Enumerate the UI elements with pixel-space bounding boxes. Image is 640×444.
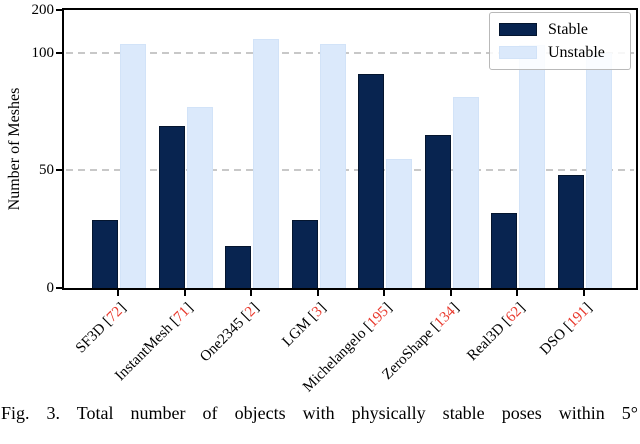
y-tick-mark-50 (56, 169, 62, 172)
figure-caption: Fig. 3. Total number of objects with phy… (1, 403, 638, 423)
legend-swatch-unstable (499, 46, 537, 59)
x-tick-mark-Michelangelo (383, 290, 386, 296)
y-tick-label-0: 0 (46, 280, 55, 296)
bar-unstable-Real3D (519, 45, 546, 288)
category-name: Real3D (464, 317, 512, 365)
x-tick-mark-InstantMesh (183, 290, 186, 296)
legend-swatch-stable (499, 23, 537, 36)
category-name: ZeroShape (379, 322, 440, 383)
legend: Stable Unstable (489, 12, 631, 70)
bar-stable-SF3D (92, 219, 118, 288)
x-tick-mark-LGM (316, 290, 319, 296)
bar-unstable-Michelangelo (386, 158, 413, 288)
category-name: InstantMesh (111, 317, 179, 385)
y-tick-mark-200 (56, 9, 62, 11)
x-tick-mark-Real3D (516, 290, 519, 296)
bar-unstable-InstantMesh (186, 106, 213, 288)
bar-unstable-One2345 (253, 39, 280, 288)
category-name: One2345 (197, 312, 251, 366)
x-tick-mark-ZeroShape (449, 290, 452, 296)
y-tick-mark-0 (56, 287, 62, 289)
bar-stable-Michelangelo (358, 73, 385, 288)
bar-unstable-DSO (586, 52, 612, 288)
category-name: Michelangelo (300, 322, 373, 396)
gridline-50 (66, 169, 634, 172)
bar-stable-DSO (558, 175, 584, 288)
y-tick-mark-100 (56, 51, 62, 54)
bar-unstable-SF3D (120, 44, 146, 288)
bar-unstable-LGM (319, 44, 346, 288)
bar-stable-One2345 (225, 245, 252, 288)
bar-stable-ZeroShape (424, 134, 451, 288)
legend-label-stable: Stable (548, 20, 588, 38)
x-tick-mark-SF3D (117, 290, 119, 296)
legend-item-stable: Stable (499, 19, 621, 40)
y-axis-label: Number of Meshes (6, 87, 23, 211)
legend-label-unstable: Unstable (548, 43, 605, 61)
x-tick-mark-DSO (583, 290, 585, 296)
y-tick-label-100: 100 (31, 44, 55, 61)
bar-stable-Real3D (491, 212, 518, 288)
bar-stable-InstantMesh (158, 125, 185, 288)
x-tick-mark-One2345 (250, 290, 253, 296)
bar-stable-LGM (291, 219, 318, 288)
gridline-100 (66, 51, 634, 54)
legend-item-unstable: Unstable (499, 42, 621, 63)
y-tick-label-50: 50 (39, 162, 54, 179)
y-tick-label-200: 200 (31, 2, 55, 18)
bar-unstable-ZeroShape (452, 97, 479, 288)
